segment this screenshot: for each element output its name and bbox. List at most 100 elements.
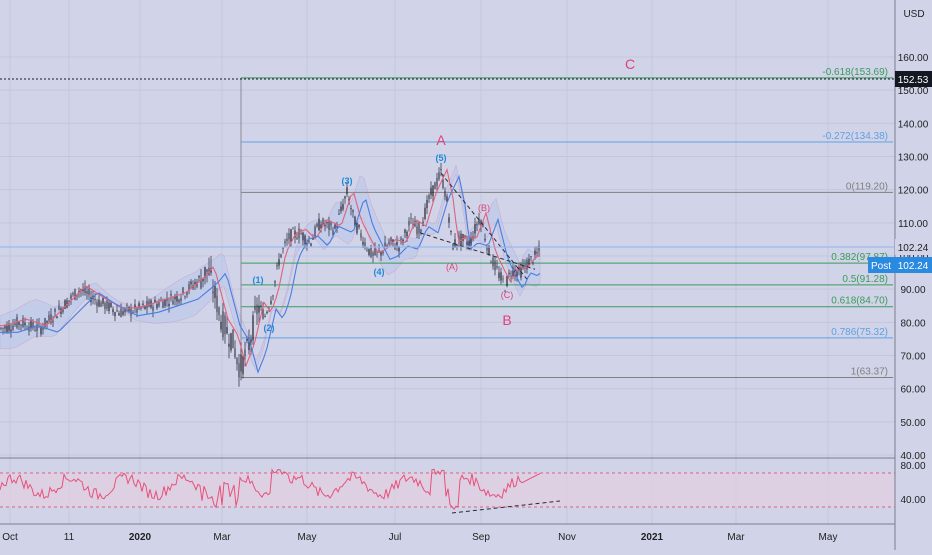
candle-body: [264, 316, 266, 317]
wave-label-c-major: C: [625, 56, 635, 72]
candle-body: [172, 300, 174, 305]
candle-body: [158, 302, 160, 307]
candle-body: [188, 284, 190, 291]
candle-body: [68, 300, 70, 302]
wave-label-2: (2): [264, 323, 275, 333]
candle-body: [4, 326, 6, 329]
candle-body: [2, 327, 4, 329]
candle-body: [18, 322, 20, 325]
candle-body: [388, 241, 390, 245]
candle-body: [114, 312, 116, 317]
candle-body: [460, 233, 462, 245]
candle-body: [284, 241, 286, 244]
last-close-tag: [895, 71, 932, 87]
candle-body: [276, 264, 278, 267]
wave-label-b-major: B: [502, 312, 511, 328]
candle-body: [500, 272, 502, 281]
time-tick-label: May: [298, 532, 317, 543]
candle-body: [138, 303, 140, 308]
candle-body: [290, 229, 292, 243]
post-price-value: 102.24: [898, 261, 929, 272]
candle-body: [14, 323, 16, 326]
candle-body: [256, 304, 258, 315]
candle-body: [6, 324, 8, 333]
candle-body: [156, 303, 158, 308]
candle-body: [216, 295, 218, 313]
fib-label: 0.618(84.70): [831, 296, 888, 307]
candle-body: [410, 218, 412, 220]
candle-body: [20, 324, 22, 326]
candle-body: [468, 240, 470, 246]
candle-body: [238, 363, 240, 378]
candle-body: [536, 252, 538, 254]
candle-body: [292, 228, 294, 230]
wave-label-3: (3): [342, 176, 353, 186]
candle-body: [420, 229, 422, 232]
price-tick-label: 110.00: [898, 219, 928, 230]
candle-body: [502, 278, 504, 280]
candle-body: [196, 281, 198, 287]
wave-label-5: (5): [436, 153, 447, 163]
candle-body: [286, 238, 288, 242]
candle-body: [328, 221, 330, 230]
cloud-area: [0, 164, 541, 371]
candle-body: [314, 226, 316, 237]
candle-body: [168, 303, 170, 307]
candle-body: [354, 216, 356, 228]
candle-body: [450, 230, 452, 233]
candle-body: [62, 307, 64, 312]
candle-body: [48, 315, 50, 321]
fibonacci-levels: -0.618(153.69) -0.272(134.38) 0(119.20) 0.3…: [240, 67, 893, 378]
candle-body: [262, 309, 264, 319]
time-tick-label: 11: [64, 532, 75, 543]
candle-body: [206, 269, 208, 273]
candle-body: [126, 305, 128, 307]
candle-body: [44, 317, 46, 328]
candle-body: [88, 288, 90, 295]
candle-body: [516, 271, 518, 277]
candle-body: [296, 237, 298, 240]
candle-body: [164, 299, 166, 307]
candle-body: [350, 208, 352, 210]
candle-body: [498, 272, 500, 279]
candle-body: [430, 187, 432, 196]
time-tick-label: 2021: [641, 532, 664, 543]
time-tick-label: 2020: [129, 532, 152, 543]
candle-body: [510, 275, 512, 277]
candle-body: [352, 209, 354, 213]
candle-body: [380, 251, 382, 256]
wedge-pattern: [419, 172, 536, 280]
candle-body: [142, 303, 144, 305]
candle-body: [294, 230, 296, 238]
candle-body: [122, 311, 124, 315]
candle-body: [316, 223, 318, 227]
candle-body: [478, 218, 480, 224]
candle-body: [322, 218, 324, 226]
candle-body: [194, 281, 196, 285]
candle-body: [288, 233, 290, 240]
candle-body: [144, 305, 146, 309]
candle-body: [332, 230, 334, 235]
candle-body: [506, 276, 508, 287]
currency-label: USD: [903, 9, 924, 20]
candle-body: [278, 259, 280, 266]
candle-body: [84, 286, 86, 294]
price-tick-label: 80.00: [900, 318, 925, 329]
fib-label: 0.786(75.32): [831, 327, 888, 338]
wave-labels: A B C (1) (2) (3) (4) (5) (A) (B) (C): [253, 56, 636, 333]
candle-body: [466, 241, 468, 245]
candle-body: [98, 299, 100, 307]
candle-body: [304, 235, 306, 245]
cloud-fill: [0, 164, 541, 371]
candle-body: [534, 250, 536, 255]
price-tick-label: 70.00: [900, 352, 925, 363]
candle-body: [40, 327, 42, 335]
wave-label-4: (4): [374, 267, 385, 277]
candle-body: [10, 329, 12, 332]
candle-body: [490, 262, 492, 264]
candle-body: [174, 295, 176, 300]
post-market-badge: [868, 257, 895, 273]
candle-body: [108, 302, 110, 312]
